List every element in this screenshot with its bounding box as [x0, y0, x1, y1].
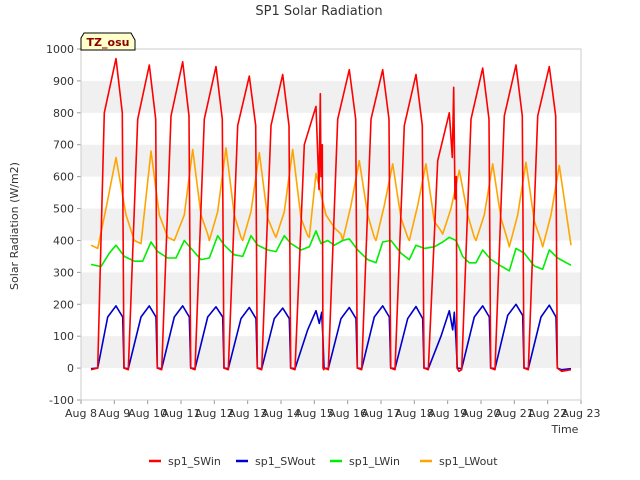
y-tick-label: 1000: [46, 43, 74, 56]
x-tick-label: Aug 20: [462, 407, 501, 420]
legend-label-sp1_SWin: sp1_SWin: [168, 455, 221, 468]
y-tick-label: 100: [53, 330, 74, 343]
grid-band: [81, 208, 581, 241]
x-tick-label: Aug 14: [262, 407, 301, 420]
series-line-sp1_LWin: [90, 230, 572, 272]
x-tick-label: Aug 22: [528, 407, 567, 420]
y-axis-ticks: -100 0 100 200 300 400 500 600 700 800 900 1000: [46, 43, 81, 407]
plot-border: [80, 48, 582, 401]
grid-band: [81, 80, 581, 113]
x-tick-label: Aug 18: [395, 407, 434, 420]
x-tick-label: Aug 11: [162, 407, 201, 420]
y-tick-label: 500: [53, 203, 74, 216]
x-tick-label: Aug 16: [328, 407, 367, 420]
legend-label-sp1_LWout: sp1_LWout: [439, 455, 498, 468]
y-tick-label: 300: [53, 266, 74, 279]
grid-band: [81, 144, 581, 177]
x-tick-label: Aug 9: [98, 407, 130, 420]
x-tick-label: Aug 23: [562, 407, 601, 420]
badge-box: [80, 32, 136, 51]
series-line-sp1_SWin: [90, 57, 572, 373]
x-tick-label: Aug 15: [295, 407, 334, 420]
legend: sp1_SWin sp1_SWout sp1_LWin sp1_LWout: [149, 455, 498, 468]
x-tick-label: Aug 13: [228, 407, 267, 420]
legend-label-sp1_LWin: sp1_LWin: [349, 455, 400, 468]
y-tick-label: 400: [53, 234, 74, 247]
y-axis-title: Solar Radiation (W/m2): [8, 162, 21, 290]
grid-band: [81, 336, 581, 369]
x-tick-label: Aug 19: [428, 407, 467, 420]
chart-title: SP1 Solar Radiation: [255, 4, 382, 19]
y-tick-label: 800: [53, 107, 74, 120]
y-tick-label: 0: [67, 362, 74, 375]
x-tick-label: Aug 8: [65, 407, 97, 420]
y-tick-label: 200: [53, 298, 74, 311]
y-tick-label: 700: [53, 139, 74, 152]
y-tick-label: 900: [53, 75, 74, 88]
x-tick-label: Aug 12: [195, 407, 234, 420]
x-axis-title: Time: [551, 423, 579, 436]
badge-label: TZ_osu: [87, 36, 130, 49]
y-tick-label: -100: [49, 394, 74, 407]
x-tick-label: Aug 21: [495, 407, 534, 420]
y-tick-label: 600: [53, 171, 74, 184]
x-tick-label: Aug 17: [362, 407, 401, 420]
legend-label-sp1_SWout: sp1_SWout: [255, 455, 316, 468]
series-lines: [90, 57, 572, 373]
grid-bands: [81, 80, 581, 369]
x-tick-label: Aug 10: [128, 407, 167, 420]
timezone-badge: TZ_osu: [80, 32, 136, 51]
